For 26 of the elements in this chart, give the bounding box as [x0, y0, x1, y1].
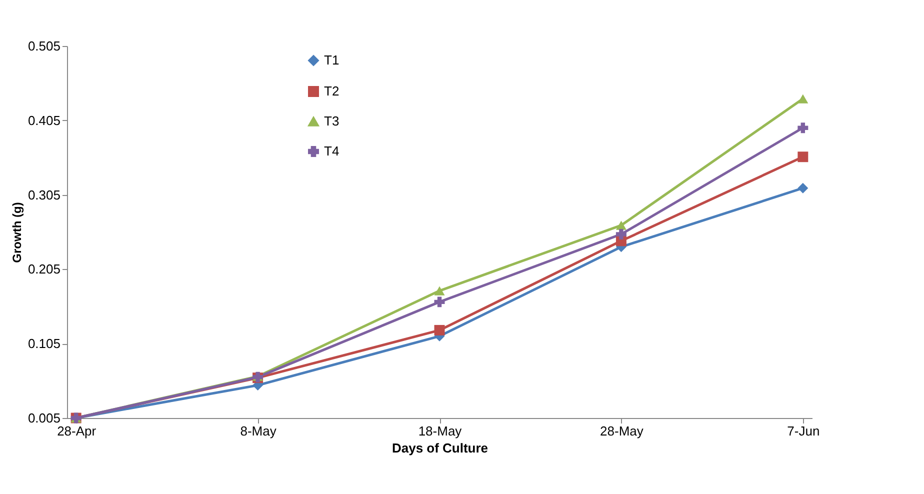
legend-label: T1: [324, 52, 340, 68]
point: [434, 286, 445, 296]
x-axis-title: Days of Culture: [392, 440, 488, 456]
point: [798, 94, 808, 104]
y-tick-label: 0.205: [28, 262, 60, 277]
y-tick-label: 0.005: [28, 410, 60, 426]
y-tick-label: 0.105: [28, 336, 60, 352]
point: [616, 228, 626, 240]
x-tick-label: 8-May: [240, 424, 277, 438]
point: [798, 152, 808, 162]
x-tick-label: 28-May: [600, 424, 644, 438]
y-tick-label: 0.405: [28, 112, 60, 128]
point: [616, 220, 626, 230]
legend-label: T2: [324, 84, 340, 98]
point: [434, 296, 445, 308]
y-tick-label: 0.305: [28, 187, 60, 202]
point: [434, 324, 445, 336]
legend-label: T3: [324, 114, 340, 128]
x-tick-label: 7-Jun: [787, 424, 820, 438]
y-tick-label: 0.505: [28, 38, 60, 54]
point: [798, 122, 808, 134]
legend-label: T4: [324, 144, 340, 158]
x-tick-label: 28-Apr: [57, 424, 97, 438]
x-tick-label: 18-May: [418, 424, 462, 438]
point: [798, 182, 808, 194]
y-axis-title: Growth (g): [10, 202, 24, 263]
